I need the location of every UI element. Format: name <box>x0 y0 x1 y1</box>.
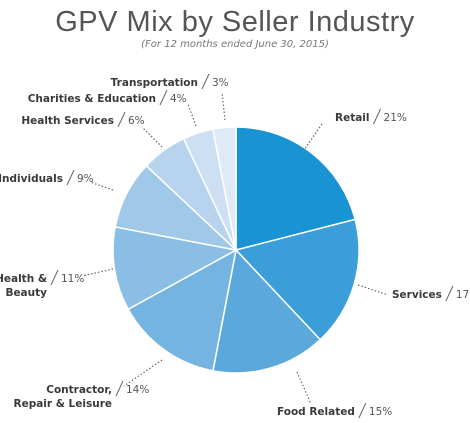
leader-line-health-and-beauty <box>81 268 114 277</box>
label-divider-services <box>445 285 454 302</box>
slice-value-services: 17% <box>456 289 470 301</box>
slice-label-individuals: Individuals <box>0 173 63 185</box>
chart-subtitle: (For 12 months ended June 30, 2015) <box>141 39 329 50</box>
slice-value-contractor-repair-and-leisure: 14% <box>126 384 149 396</box>
slice-label-retail: Retail <box>335 112 370 124</box>
leader-line-charities-and-education <box>187 103 197 127</box>
leader-line-individuals <box>89 181 114 191</box>
slice-value-health-services: 6% <box>128 115 145 127</box>
label-divider-charities-and-education <box>159 89 168 106</box>
leader-line-services <box>357 284 389 296</box>
leader-line-food-related <box>296 371 312 405</box>
slice-value-food-related: 15% <box>369 406 392 418</box>
pie-slices <box>112 126 360 374</box>
slice-label-charities-and-education: Charities & Education <box>28 93 156 105</box>
slice-value-transportation: 3% <box>212 77 229 89</box>
label-divider-health-services <box>117 111 126 128</box>
label-divider-health-and-beauty <box>50 269 59 286</box>
label-divider-food-related <box>358 402 367 419</box>
slice-label-health-and-beauty-line2: Beauty <box>5 287 47 299</box>
slice-label-health-and-beauty: Health & <box>0 273 47 285</box>
slice-label-health-services: Health Services <box>21 115 114 127</box>
leader-line-health-services <box>141 126 163 148</box>
pie-slice-contractor-repair-and-leisure <box>127 248 238 372</box>
slice-label-contractor-repair-and-leisure-line2: Repair & Leisure <box>14 398 113 410</box>
slice-label-contractor-repair-and-leisure: Contractor, <box>46 384 112 396</box>
leader-line-transportation <box>221 91 226 121</box>
slice-value-charities-and-education: 4% <box>170 93 187 105</box>
pie-slice-retail <box>235 126 357 251</box>
slice-value-health-and-beauty: 11% <box>61 273 84 285</box>
slice-label-transportation: Transportation <box>111 77 198 89</box>
slice-value-retail: 21% <box>384 112 407 124</box>
label-divider-transportation <box>201 73 210 90</box>
label-divider-retail <box>373 108 381 125</box>
label-divider-individuals <box>66 169 75 186</box>
leader-line-retail <box>303 123 323 151</box>
leader-line-contractor-repair-and-leisure <box>123 359 163 387</box>
chart-title: GPV Mix by Seller Industry <box>55 6 415 38</box>
slice-value-individuals: 9% <box>77 173 94 185</box>
slice-label-services: Services <box>392 289 442 301</box>
slice-labels: Retail 21% Services 17% Food Related 15% Contr… <box>0 73 470 419</box>
pie-slice-transportation <box>212 126 237 251</box>
slice-label-food-related: Food Related <box>277 406 355 418</box>
label-divider-contractor-repair-and-leisure <box>115 380 124 397</box>
pie-slice-services <box>234 218 360 341</box>
pie-slice-health-and-beauty <box>112 226 239 311</box>
pie-slice-food-related <box>212 248 322 374</box>
